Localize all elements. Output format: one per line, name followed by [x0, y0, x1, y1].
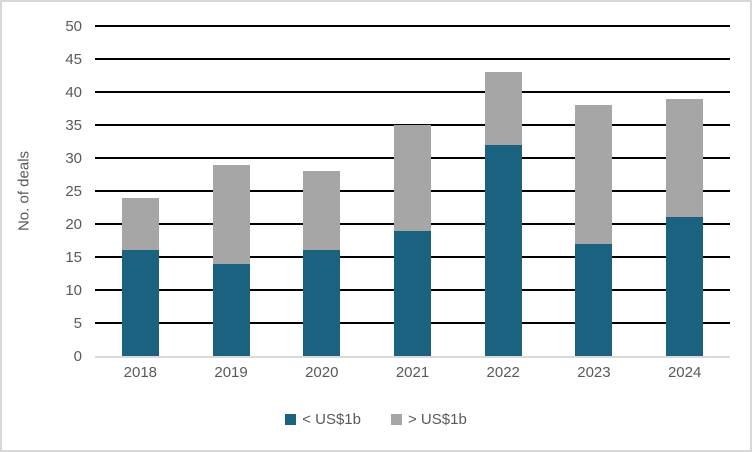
legend-item-< US$1b: < US$1b — [285, 411, 361, 428]
gridline-y-40 — [95, 91, 730, 93]
bar-2024 — [666, 98, 704, 356]
plot-area: 0 5 10 15 20 25 30 35 40 45 50 2018 2019 2020 2021 2022… — [65, 19, 730, 381]
legend-item-> US$1b: > US$1b — [391, 411, 467, 428]
bar-2019 — [212, 164, 250, 356]
gridline-y-45 — [95, 58, 730, 60]
y-tick-label-25: 25 — [65, 182, 82, 200]
bar-segment-2018-< US$1b — [121, 250, 159, 356]
gridline-y-35 — [95, 124, 730, 126]
bar-2023 — [575, 105, 613, 356]
y-tick-label-20: 20 — [65, 215, 82, 233]
gridline-y-50 — [95, 25, 730, 27]
legend: < US$1b > US$1b — [2, 411, 750, 428]
bar-2020 — [303, 171, 341, 356]
x-tick-label-2020: 2020 — [305, 364, 339, 381]
y-tick-label-0: 0 — [73, 347, 82, 365]
y-tick-label-45: 45 — [65, 50, 82, 68]
bar-segment-2019-> US$1b — [212, 164, 250, 264]
x-tick-label-2023: 2023 — [577, 364, 611, 381]
x-tick-label-2018: 2018 — [123, 364, 158, 381]
y-axis-title: No. of deals — [15, 150, 33, 232]
y-tick-label-5: 5 — [73, 314, 82, 332]
bar-segment-2021-> US$1b — [394, 125, 431, 231]
bar-segment-2020-< US$1b — [303, 250, 341, 356]
x-axis-line — [95, 356, 730, 358]
bar-segment-2022-> US$1b — [484, 72, 522, 145]
bar-segment-2019-< US$1b — [212, 263, 250, 356]
x-tick-label-2024: 2024 — [667, 364, 702, 381]
y-tick-label-40: 40 — [65, 83, 82, 101]
bar-segment-2018-> US$1b — [121, 197, 159, 251]
legend-swatch-icon — [391, 414, 402, 425]
bar-2021 — [394, 125, 431, 356]
x-tick-label-2019: 2019 — [214, 364, 248, 381]
bar-segment-2024-< US$1b — [666, 217, 704, 356]
bar-2022 — [484, 72, 522, 356]
bar-segment-2024-> US$1b — [666, 98, 704, 218]
legend-swatch-icon — [285, 414, 297, 425]
y-tick-label-30: 30 — [65, 149, 82, 167]
bar-segment-2020-> US$1b — [303, 171, 341, 251]
y-tick-label-15: 15 — [65, 248, 82, 266]
legend-label: < US$1b — [302, 411, 361, 428]
bar-segment-2023-< US$1b — [575, 243, 613, 356]
y-tick-label-50: 50 — [65, 17, 82, 35]
x-tick-label-2021: 2021 — [395, 364, 430, 381]
bar-2018 — [121, 197, 159, 356]
bar-segment-2021-< US$1b — [394, 230, 431, 356]
y-tick-label-10: 10 — [65, 281, 82, 299]
x-tick-label-2022: 2022 — [486, 364, 520, 381]
bar-segment-2023-> US$1b — [575, 105, 613, 244]
y-tick-label-35: 35 — [65, 116, 82, 134]
bar-segment-2022-< US$1b — [484, 144, 522, 356]
legend-label: > US$1b — [408, 411, 467, 428]
